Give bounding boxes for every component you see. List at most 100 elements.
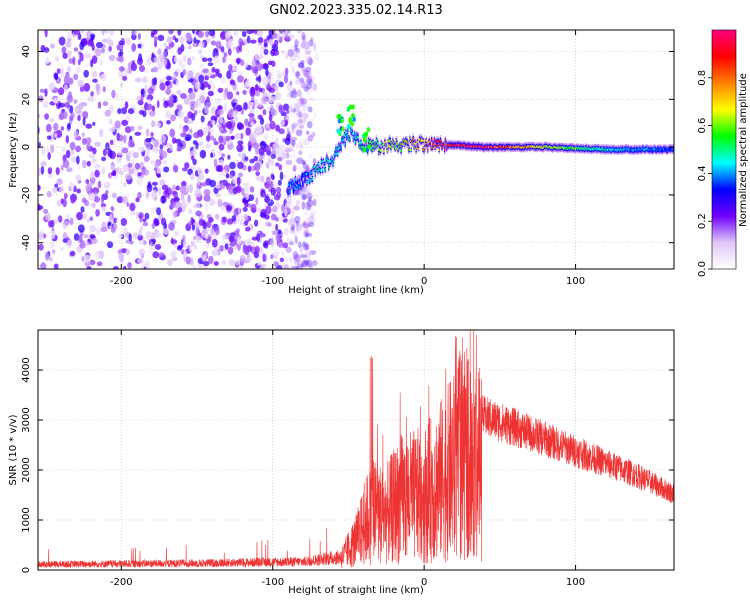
spectrogram-noise-blob [202, 127, 209, 135]
spectrogram-noise-blob [269, 180, 274, 189]
spectrogram-noise-blob [217, 109, 224, 115]
spectrogram-noise-blob [137, 172, 142, 177]
spectrogram-noise-blob [207, 84, 211, 90]
spectrogram-track-core [289, 189, 291, 193]
spectrogram-noise-blob [38, 95, 44, 103]
spectrogram-noise-blob [150, 132, 154, 137]
spectrogram-noise-blob [85, 137, 92, 145]
spectrogram-noise-blob [290, 56, 296, 62]
spectrogram-noise-blob [119, 49, 124, 57]
spectrogram-noise-blob [243, 213, 249, 221]
spectrogram-noise-blob [122, 164, 128, 173]
spectrogram-noise-blob [142, 218, 147, 223]
spectrogram-noise-blob [175, 185, 180, 191]
spectrogram-noise-blob [90, 171, 95, 180]
spectrogram-noise-blob [292, 164, 297, 173]
spectrogram-noise-blob [302, 161, 307, 170]
spectrogram-noise-blob [88, 192, 92, 201]
spectrogram-noise-blob [199, 95, 206, 104]
spectrogram-noise-blob [305, 164, 310, 171]
spectrogram-noise-blob [297, 241, 302, 248]
spectrogram-noise-blob [249, 158, 255, 164]
spectrogram-noise-blob [180, 192, 185, 201]
spectrogram-noise-blob [95, 41, 103, 49]
spectrogram-noise-blob [307, 134, 314, 142]
spectrogram-noise-blob [195, 226, 200, 236]
spectrogram-noise-blob [151, 238, 156, 244]
spectrogram-track-core [443, 144, 445, 147]
spectrogram-noise-blob [222, 216, 228, 223]
spectrogram-noise-blob [233, 30, 239, 36]
spectrogram-noise-blob [284, 32, 289, 39]
spectrogram-noise-blob [219, 184, 226, 190]
spectrogram-noise-blob [117, 108, 122, 115]
spectrogram-noise-blob [92, 121, 96, 126]
spectrogram-noise-blob [171, 184, 177, 192]
spectrogram-noise-blob [72, 56, 76, 66]
spectrogram-noise-blob [38, 184, 41, 192]
spectrogram-noise-blob [101, 156, 107, 162]
spectrogram-track-core [358, 142, 360, 146]
spectrogram-track-core [352, 139, 355, 141]
spectrogram-noise-blob [190, 241, 195, 247]
spectrogram-noise-blob [105, 190, 109, 195]
spectrogram-x-ticks: -200 -100 0 100 [110, 30, 585, 287]
spectrogram-noise-blob [138, 248, 146, 256]
spectrogram-track-core [346, 134, 348, 137]
spectrogram-noise-blob [56, 199, 62, 207]
spectrogram-y-ticks: -40 -20 0 20 40 [21, 45, 674, 251]
spectrogram-noise-blob [296, 157, 304, 165]
spectrogram-track-core [400, 148, 402, 152]
spectrogram-noise-blob [155, 231, 159, 236]
spectrogram-track-core [343, 138, 345, 142]
spectrogram-noise-blob [223, 52, 228, 58]
spectrogram-grid [38, 30, 674, 269]
spectrogram-noise-blob [77, 163, 81, 171]
spectrogram-noise-blob [163, 189, 170, 198]
spectrogram-noise-blob [271, 174, 275, 181]
spectrogram-noise-blob [177, 142, 184, 148]
spectrogram-track-core [362, 146, 364, 150]
colorbar-gradient [712, 30, 736, 269]
spectrogram-track-core [309, 171, 312, 174]
spectrogram-noise-blob [209, 135, 215, 141]
spectrogram-noise-blob [264, 195, 270, 204]
spectrogram-track-core [408, 148, 410, 152]
spectrogram-noise-blob [177, 47, 183, 55]
spectrogram-track-core [317, 169, 319, 173]
spectrogram-track-core [449, 144, 451, 147]
spectrogram-noise-blob [256, 62, 263, 72]
spectrogram-track-core [288, 182, 290, 186]
spectrogram-noise-blob [125, 173, 132, 180]
spectrogram-noise-blob [150, 159, 155, 165]
spectrogram-noise-blob [308, 96, 315, 102]
spectrogram-noise-blob [191, 113, 196, 121]
spectrogram-noise-blob [304, 89, 311, 95]
spectrogram-noise-blob [300, 254, 307, 259]
spectrogram-noise-blob [188, 221, 192, 226]
spectrogram-noise-blob [101, 30, 105, 36]
spectrogram-noise-blob [236, 144, 244, 153]
spectrogram-noise-blob [66, 239, 73, 249]
spectrogram-noise-blob [229, 129, 233, 135]
spectrogram-noise-blob [157, 62, 163, 71]
spectrogram-noise-blob [59, 246, 64, 252]
spectrogram-noise-blob [276, 33, 281, 41]
spectrogram-track-core [301, 174, 303, 177]
spectrogram-track-core [438, 148, 440, 152]
spectrogram-noise-blob [198, 48, 202, 56]
spectrogram-noise-blob [81, 132, 86, 138]
spectrogram-track-core [444, 148, 446, 152]
spectrogram-noise-blob [307, 78, 313, 86]
spectrogram-noise-blob [245, 194, 249, 201]
spectrogram-noise-blob [167, 259, 173, 267]
spectrogram-noise-blob [295, 226, 300, 232]
spectrogram-noise-blob [304, 217, 311, 225]
spectrogram-track-core [293, 183, 295, 186]
spectrogram-noise-blob [211, 67, 216, 73]
spectrogram-noise-blob [272, 143, 280, 148]
spectrogram-noise-blob [314, 52, 319, 61]
spectrogram-noise-blob [290, 210, 295, 216]
spectrogram-noise-blob [295, 201, 299, 206]
spectrogram-track-core [377, 141, 379, 145]
